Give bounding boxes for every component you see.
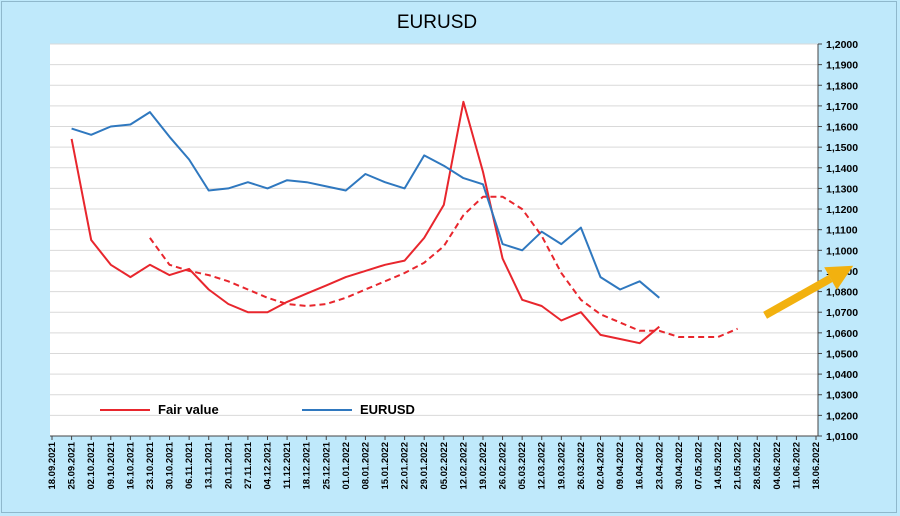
x-tick-label: 20.11.2021 xyxy=(223,441,234,489)
x-tick-label: 16.10.2021 xyxy=(125,441,136,489)
x-tick-label: 04.06.2022 xyxy=(772,442,783,490)
series-line-fair-value xyxy=(70,100,660,345)
y-tick-label: 1,0800 xyxy=(826,287,858,299)
y-tick-label: 1,1100 xyxy=(826,225,858,237)
x-tick-label: 23.10.2021 xyxy=(145,441,156,489)
y-tick-label: 1,0700 xyxy=(826,307,858,319)
x-tick-label: 06.11.2021 xyxy=(184,441,195,489)
x-tick-label: 11.12.2021 xyxy=(282,441,293,489)
x-tick-label: 28.05.2022 xyxy=(752,442,763,490)
y-tick-label: 1,1500 xyxy=(826,142,858,154)
x-tick-label: 09.10.2021 xyxy=(106,441,117,489)
x-tick-label: 01.01.2022 xyxy=(341,442,352,490)
x-tick-label: 19.03.2022 xyxy=(556,442,567,490)
y-tick-label: 1,1300 xyxy=(826,183,858,195)
series-line-eurusd xyxy=(71,111,660,299)
x-axis-tick-labels: 18.09.2021 25.09.2021 02.10.2021 09.10.2021… xyxy=(47,436,822,490)
x-tick-label: 27.11.2021 xyxy=(243,441,254,489)
y-tick-label: 1,1600 xyxy=(826,122,858,134)
x-tick-label: 16.04.2022 xyxy=(635,442,646,490)
x-tick-label: 23.04.2022 xyxy=(654,442,665,490)
x-tick-label: 26.03.2022 xyxy=(576,442,587,490)
x-tick-label: 07.05.2022 xyxy=(693,442,704,490)
y-tick-label: 1,0500 xyxy=(826,348,858,360)
x-tick-label: 05.02.2022 xyxy=(439,442,450,490)
x-tick-label: 21.05.2022 xyxy=(733,442,744,490)
arrow-shaft xyxy=(763,275,833,319)
series-lines xyxy=(70,100,738,345)
chart-title: EURUSD xyxy=(397,12,477,33)
x-tick-label: 30.10.2021 xyxy=(165,441,176,489)
y-tick-label: 1,0600 xyxy=(826,328,858,340)
x-tick-label: 18.12.2021 xyxy=(302,441,313,489)
y-tick-label: 1,1400 xyxy=(826,163,858,175)
y-axis-tick-labels: 1,0100 1,0200 1,0300 1,0400 1,0500 1,0600 1,07… xyxy=(818,39,858,443)
legend-label-eurusd: EURUSD xyxy=(360,402,415,417)
arrow-head xyxy=(824,265,854,290)
x-tick-label: 11.06.2022 xyxy=(791,442,802,489)
x-tick-label: 05.03.2022 xyxy=(517,442,528,490)
x-tick-label: 25.09.2021 xyxy=(67,441,78,489)
series-line-fair-value-dashed xyxy=(149,195,738,338)
y-tick-label: 1,0200 xyxy=(826,410,858,422)
y-tick-label: 1,1900 xyxy=(826,60,858,72)
x-tick-label: 12.02.2022 xyxy=(458,442,469,490)
x-tick-label: 02.10.2021 xyxy=(86,441,97,489)
y-tick-label: 1,1700 xyxy=(826,101,858,113)
plot-area xyxy=(50,44,818,436)
x-tick-label: 22.01.2022 xyxy=(400,442,411,490)
y-tick-label: 1,1200 xyxy=(826,204,858,216)
y-tick-label: 1,2000 xyxy=(826,39,858,51)
x-tick-label: 02.04.2022 xyxy=(596,442,607,490)
y-tick-label: 1,1000 xyxy=(826,245,858,257)
x-tick-label: 15.01.2022 xyxy=(380,442,391,490)
x-tick-label: 13.11.2021 xyxy=(204,441,215,489)
x-tick-label: 30.04.2022 xyxy=(674,442,685,490)
x-tick-label: 08.01.2022 xyxy=(360,442,371,490)
gridlines xyxy=(50,43,818,437)
x-tick-label: 18.09.2021 xyxy=(47,441,58,489)
x-tick-label: 09.04.2022 xyxy=(615,442,626,490)
y-tick-label: 1,0400 xyxy=(826,369,858,381)
legend-label-fair-value: Fair value xyxy=(158,402,219,417)
y-tick-label: 1,1800 xyxy=(826,80,858,92)
x-tick-label: 12.03.2022 xyxy=(537,442,548,490)
x-tick-label: 19.02.2022 xyxy=(478,442,489,490)
x-tick-label: 29.01.2022 xyxy=(419,442,430,490)
annotations xyxy=(763,265,854,319)
y-tick-label: 1,0300 xyxy=(826,390,858,402)
x-tick-label: 26.02.2022 xyxy=(498,442,509,490)
x-tick-label: 25.12.2021 xyxy=(321,441,332,489)
legend: Fair value EURUSD xyxy=(100,402,415,417)
x-tick-label: 18.06.2022 xyxy=(811,442,822,490)
x-tick-label: 04.12.2021 xyxy=(262,441,273,489)
x-tick-label: 14.05.2022 xyxy=(713,442,724,490)
y-tick-label: 1,0100 xyxy=(826,431,858,443)
